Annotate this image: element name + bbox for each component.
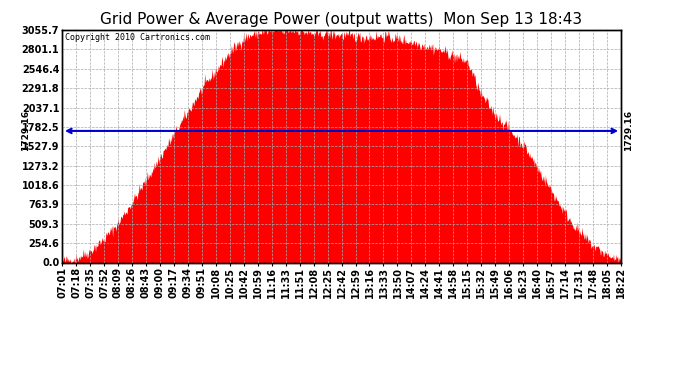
Text: Copyright 2010 Cartronics.com: Copyright 2010 Cartronics.com — [65, 33, 210, 42]
Title: Grid Power & Average Power (output watts)  Mon Sep 13 18:43: Grid Power & Average Power (output watts… — [101, 12, 582, 27]
Text: 1729.16: 1729.16 — [21, 110, 30, 152]
